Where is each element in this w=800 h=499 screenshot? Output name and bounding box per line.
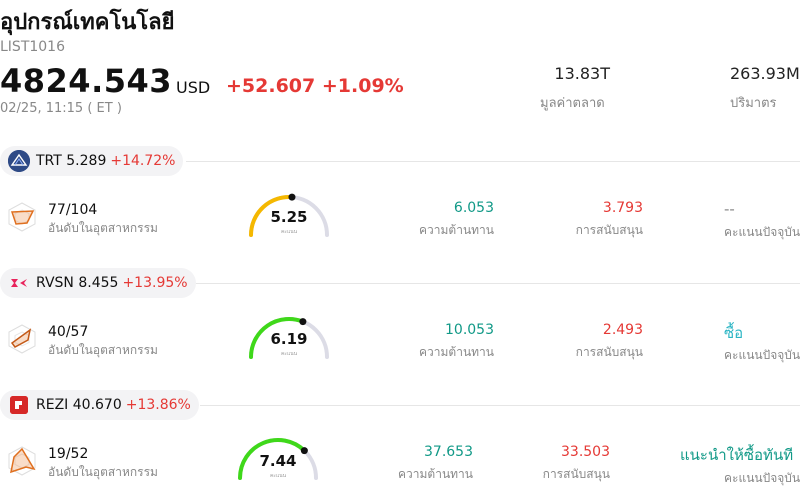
industry-rank-label: อันดับในอุตสาหกรรม bbox=[48, 221, 158, 235]
support-value: 33.503 bbox=[561, 444, 610, 460]
stock-symbol: RVSN bbox=[36, 275, 74, 291]
timestamp: 02/25, 11:15 ( ET ) bbox=[0, 101, 122, 116]
rating-value: แนะนำให้ซื้อทันที bbox=[680, 446, 794, 464]
divider bbox=[200, 405, 800, 406]
resistance-label: ความต้านทาน bbox=[419, 223, 494, 237]
divider bbox=[196, 283, 800, 284]
industry-rank-radar-icon bbox=[8, 202, 36, 232]
support-label: การสนับสนุน bbox=[575, 345, 643, 359]
volume-label: ปริมาตร bbox=[730, 96, 777, 111]
score-gauge bbox=[249, 193, 329, 237]
resistance-value: 6.053 bbox=[453, 200, 494, 216]
score-value: 5.25 bbox=[270, 208, 308, 226]
rating-label: คะแนนปัจจุบัน bbox=[724, 225, 800, 239]
industry-rank-label: อันดับในอุตสาหกรรม bbox=[48, 343, 158, 357]
divider bbox=[186, 161, 800, 162]
industry-rank-label: อันดับในอุตสาหกรรม bbox=[48, 465, 158, 479]
stock-price: 8.455 bbox=[78, 275, 119, 291]
score-gauge bbox=[238, 438, 318, 480]
support-label: การสนับสนุน bbox=[575, 223, 643, 237]
rvsn-logo-icon bbox=[8, 272, 30, 294]
rating-label: คะแนนปัจจุบัน bbox=[724, 348, 800, 362]
support-value: 3.793 bbox=[602, 200, 643, 216]
score-caption: คะแนน bbox=[269, 473, 287, 479]
support-label: การสนับสนุน bbox=[542, 467, 610, 481]
industry-rank-radar-icon bbox=[8, 446, 36, 476]
market-cap-value: 13.83T bbox=[554, 64, 610, 83]
volume-value: 263.93M bbox=[730, 64, 800, 83]
resistance-value: 10.053 bbox=[445, 322, 494, 338]
rating-value: -- bbox=[724, 200, 735, 218]
resistance-label: ความต้านทาน bbox=[398, 467, 473, 481]
stock-change-pct: +14.72% bbox=[110, 153, 176, 169]
support-value: 2.493 bbox=[602, 322, 643, 338]
rating-label: คะแนนปัจจุบัน bbox=[724, 471, 800, 485]
stock-symbol: TRT bbox=[36, 153, 62, 169]
score-caption: คะแนน bbox=[280, 229, 298, 235]
rating-value: ซื้อ bbox=[724, 324, 744, 342]
page-title: อุปกรณ์เทคโนโลยี bbox=[0, 10, 175, 35]
rezi-logo-icon bbox=[10, 396, 28, 414]
industry-rank-radar-icon bbox=[8, 324, 36, 354]
stock-symbol: REZI bbox=[36, 397, 69, 413]
score-value: 7.44 bbox=[259, 452, 297, 470]
score-gauge bbox=[249, 317, 329, 359]
market-cap-label: มูลค่าตลาด bbox=[540, 96, 605, 111]
price-change: +52.607 +1.09% bbox=[226, 75, 404, 97]
stock-price: 40.670 bbox=[72, 397, 122, 413]
list-code: LIST1016 bbox=[0, 39, 65, 55]
index-price: 4824.543 bbox=[0, 62, 173, 100]
industry-rank: 40/57 bbox=[48, 324, 89, 340]
resistance-label: ความต้านทาน bbox=[419, 345, 494, 359]
trt-logo-icon bbox=[8, 150, 30, 172]
score-value: 6.19 bbox=[270, 330, 308, 348]
change-percent: +1.09% bbox=[321, 75, 404, 97]
stock-price: 5.289 bbox=[66, 153, 107, 169]
currency: USD bbox=[176, 78, 211, 97]
stock-chip-trt[interactable]: TRT 5.289 +14.72% bbox=[0, 146, 184, 176]
score-caption: คะแนน bbox=[280, 351, 298, 357]
industry-rank: 77/104 bbox=[48, 202, 98, 218]
industry-rank: 19/52 bbox=[48, 446, 89, 462]
stock-chip-rvsn[interactable]: RVSN 8.455 +13.95% bbox=[0, 268, 196, 298]
change-value: +52.607 bbox=[226, 75, 316, 97]
resistance-value: 37.653 bbox=[424, 444, 473, 460]
stock-change-pct: +13.86% bbox=[125, 397, 191, 413]
stock-chip-rezi[interactable]: REZI 40.670 +13.86% bbox=[0, 390, 199, 420]
stock-change-pct: +13.95% bbox=[122, 275, 188, 291]
